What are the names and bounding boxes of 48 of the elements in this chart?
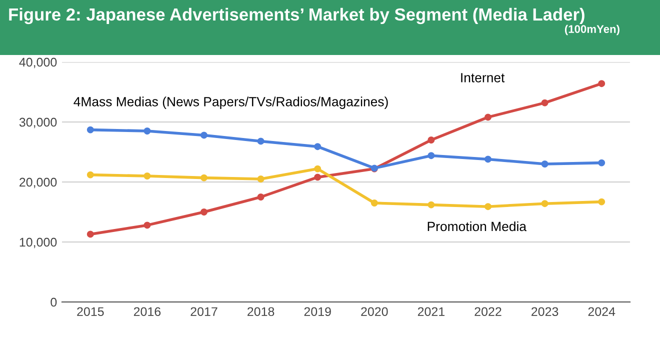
point	[541, 160, 548, 168]
point	[86, 171, 94, 178]
x-tick-label: 2021	[418, 307, 444, 316]
x-tick-label: 2023	[532, 307, 558, 316]
point	[257, 138, 264, 145]
point	[144, 172, 151, 180]
point	[541, 200, 548, 208]
point	[144, 222, 151, 229]
point	[86, 126, 94, 134]
y-tick-label: 10,000	[20, 238, 57, 248]
x-tick-label: 2022	[474, 307, 502, 316]
x-tick-label: 2024	[588, 307, 616, 316]
point	[484, 114, 492, 121]
series-label: 4Mass Medias (News Papers/TVs/Radios/Magazines)	[74, 96, 388, 109]
point	[314, 165, 322, 172]
point	[200, 174, 208, 182]
y-tick-label: 30,000	[19, 118, 57, 128]
point	[370, 200, 378, 206]
x-tick-label: 2018	[248, 307, 274, 316]
point	[428, 201, 435, 208]
point	[428, 152, 435, 160]
point	[598, 80, 606, 88]
x-tick-label: 2019	[304, 307, 331, 316]
point	[541, 99, 548, 106]
y-tick-label: 20,000	[20, 178, 57, 188]
chart-title: Figure 2: Japanese Advertisements’ Market by Segment (Media Lader)	[9, 8, 584, 24]
chart-subtitle: (100mYen)	[564, 24, 620, 36]
point	[314, 174, 322, 181]
point	[257, 176, 264, 182]
point	[484, 203, 492, 210]
point	[86, 230, 94, 238]
series-label: Promotion Media	[428, 221, 527, 232]
point	[428, 136, 435, 144]
text: Internet	[461, 73, 505, 82]
point	[598, 198, 606, 206]
x-tick-label: 2017	[190, 307, 218, 316]
point	[257, 194, 264, 200]
point	[200, 208, 208, 216]
point	[598, 159, 606, 166]
point	[200, 132, 208, 139]
x-tick-label: 2016	[134, 307, 161, 316]
y-tick-label: 0	[50, 298, 57, 307]
y-tick-label: 40,000	[19, 58, 57, 68]
x-tick-label: 2020	[361, 307, 388, 316]
point	[144, 128, 151, 134]
point	[314, 143, 322, 150]
x-tick-label: 2015	[77, 307, 104, 316]
point	[484, 156, 492, 163]
